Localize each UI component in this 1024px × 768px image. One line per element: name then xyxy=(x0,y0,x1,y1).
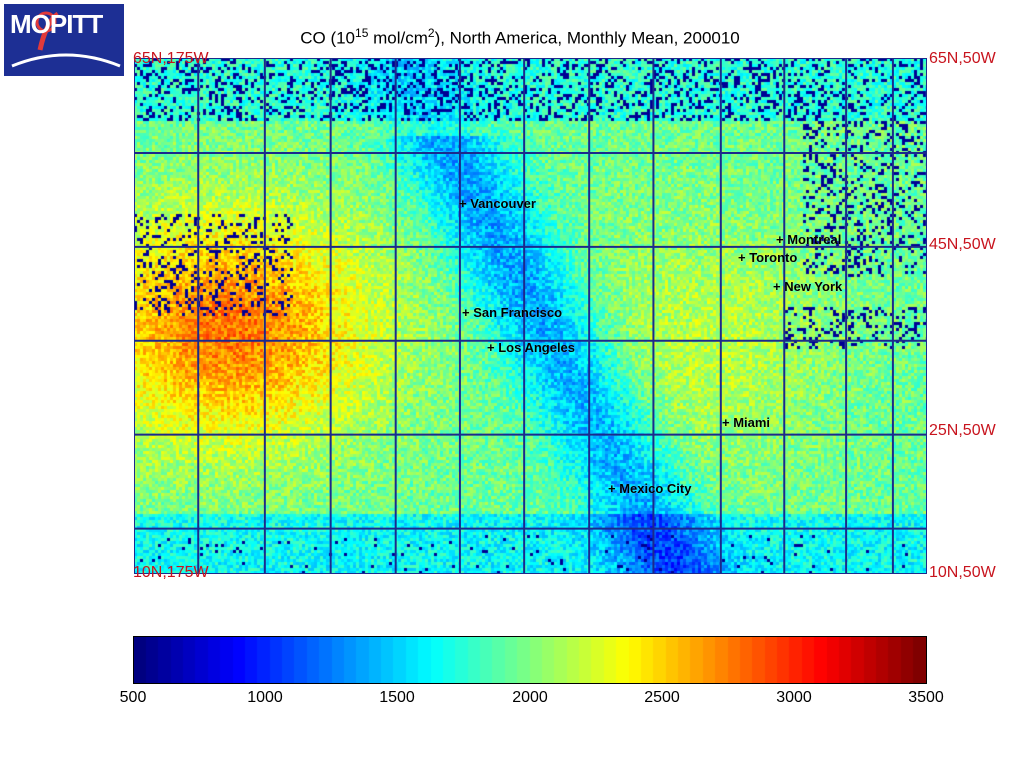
city-mexico-city: + Mexico City xyxy=(608,481,692,496)
city-san-francisco: + San Francisco xyxy=(462,305,563,320)
mopitt-logo: MOPITT xyxy=(2,2,126,78)
corner-label-top-left: 65N,175W xyxy=(133,50,209,67)
co-concentration-map xyxy=(134,58,927,574)
city-vancouver: + Vancouver xyxy=(459,196,536,211)
corner-label-bottom-left: 10N,175W xyxy=(133,564,209,581)
corner-label-45n-50w: 45N,50W xyxy=(929,236,996,253)
logo-emblem-icon xyxy=(11,11,121,68)
colorbar xyxy=(133,636,927,684)
colorbar-tick: 1000 xyxy=(247,689,283,706)
city-toronto: + Toronto xyxy=(738,250,798,265)
colorbar-tick: 3500 xyxy=(908,689,944,706)
colorbar-tick: 1500 xyxy=(379,689,415,706)
colorbar-tick: 2500 xyxy=(644,689,680,706)
city-miami: + Miami xyxy=(722,415,771,430)
corner-label-25n-50w: 25N,50W xyxy=(929,422,996,439)
title-exponent-2: 2 xyxy=(427,26,435,40)
logo-text: MOPITT xyxy=(10,9,103,39)
lat-lon-grid xyxy=(134,58,927,574)
map-title: CO (1015 mol/cm2), North America, Monthl… xyxy=(250,26,790,49)
title-exponent-1: 15 xyxy=(355,26,369,40)
city-new-york: + New York xyxy=(773,279,843,294)
title-prefix: CO (10 xyxy=(300,28,356,48)
colorbar-gradient xyxy=(134,637,926,683)
city-montreal: + Montreal xyxy=(776,232,842,247)
city-los-angeles: + Los Angeles xyxy=(487,340,576,355)
colorbar-tick: 3000 xyxy=(776,689,812,706)
colorbar-tick: 500 xyxy=(119,689,147,706)
co-heatmap-canvas xyxy=(134,58,927,574)
colorbar-tick: 2000 xyxy=(512,689,548,706)
title-suffix: ), North America, Monthly Mean, 200010 xyxy=(434,28,740,48)
corner-label-bottom-right: 10N,50W xyxy=(929,564,996,581)
corner-label-top-right: 65N,50W xyxy=(929,50,996,67)
title-unit: mol/cm xyxy=(368,28,428,48)
